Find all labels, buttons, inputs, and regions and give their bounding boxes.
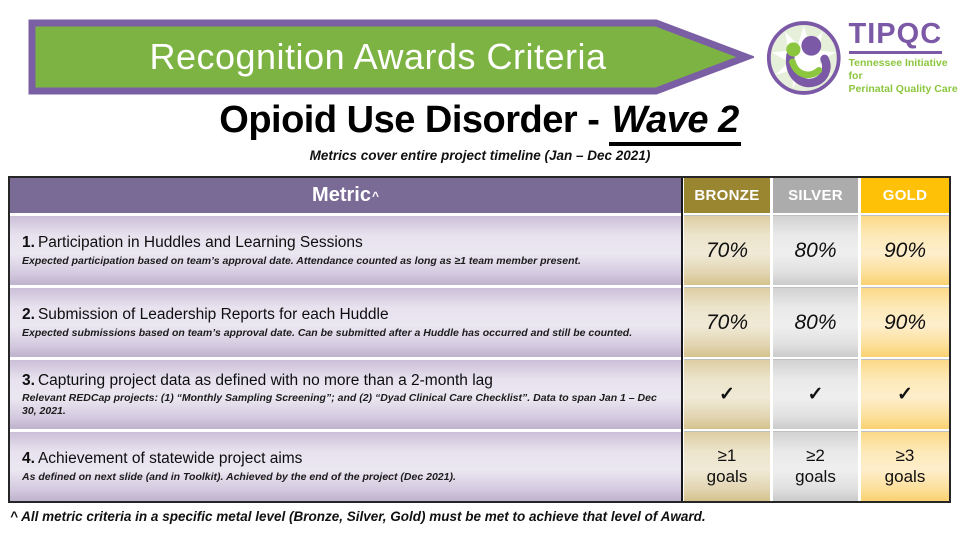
row-2-bronze-value: 70% — [684, 288, 770, 357]
column-header-bronze: BRONZE — [684, 178, 770, 213]
metric-row-1-title: 1. Participation in Huddles and Learning … — [22, 234, 363, 252]
row-4-bronze-value: ≥1 goals — [684, 432, 770, 501]
tipqc-logo-icon — [766, 21, 841, 95]
banner-arrow: Recognition Awards Criteria — [28, 16, 754, 98]
column-header-silver: SILVER — [773, 178, 858, 213]
tipqc-logo: TIPQC Tennessee Initiative for Perinatal… — [766, 12, 958, 104]
awards-table: Metric ^ BRONZE SILVER GOLD 1. Participati… — [8, 176, 951, 503]
metric-row-2-number: 2. — [22, 306, 35, 324]
page-subtitle: Metrics cover entire project timeline (J… — [309, 148, 651, 163]
row-1-bronze-value: 70% — [684, 216, 770, 285]
title-wave: Wave 2 — [609, 99, 741, 146]
metric-row-4-title: 4. Achievement of statewide project aims — [22, 450, 303, 468]
metric-row-1-number: 1. — [22, 234, 35, 252]
tipqc-tagline-line2: Perinatal Quality Care — [848, 83, 958, 96]
tipqc-tagline: Tennessee Initiative for Perinatal Quali… — [849, 57, 958, 96]
metric-header-label: Metric — [312, 184, 371, 206]
row-2-silver-value: 80% — [773, 288, 858, 357]
metric-row-2-detail: Expected submissions based on team’s app… — [22, 326, 633, 339]
row-1-gold-value: 90% — [861, 216, 949, 285]
metric-row-3: 3. Capturing project data as defined with… — [10, 360, 681, 429]
row-3-bronze-checkmark: ✓ — [684, 360, 770, 429]
tipqc-tagline-line1: Tennessee Initiative for — [848, 56, 948, 82]
banner-arrow-shape — [28, 19, 754, 95]
column-header-metric: Metric ^ — [10, 178, 681, 213]
row-1-silver-value: 80% — [773, 216, 858, 285]
banner-title: Recognition Awards Criteria — [149, 36, 607, 77]
column-header-gold: GOLD — [861, 178, 949, 213]
row-4-gold-value: ≥3 goals — [861, 432, 949, 501]
metric-row-3-detail: Relevant REDCap projects: (1) “Monthly S… — [22, 392, 657, 418]
metric-row-4-number: 4. — [22, 450, 35, 468]
metric-row-4: 4. Achievement of statewide project aims … — [10, 432, 681, 501]
metric-header-footnote-marker: ^ — [371, 188, 379, 203]
row-4-silver-value: ≥2 goals — [773, 432, 858, 501]
footnote: ^ All metric criteria in a specific meta… — [10, 509, 706, 524]
metric-row-3-title: 3. Capturing project data as defined with… — [22, 371, 493, 389]
row-2-gold-value: 90% — [861, 288, 949, 357]
page-title: Opioid Use Disorder - Wave 2 — [0, 99, 960, 146]
tipqc-logo-text: TIPQC Tennessee Initiative for Perinatal… — [848, 19, 958, 96]
metric-values-divider — [681, 178, 683, 501]
metric-row-2-title: 2. Submission of Leadership Reports for e… — [22, 306, 389, 324]
metric-row-4-detail: As defined on next slide (and in Toolkit… — [22, 470, 456, 483]
metric-row-1-detail: Expected participation based on team’s a… — [22, 254, 581, 267]
title-main: Opioid Use Disorder - — [219, 99, 610, 141]
row-3-gold-checkmark: ✓ — [861, 360, 949, 429]
row-3-silver-checkmark: ✓ — [773, 360, 858, 429]
metric-row-3-number: 3. — [22, 371, 35, 389]
metric-row-2: 2. Submission of Leadership Reports for e… — [10, 288, 681, 357]
tipqc-wordmark: TIPQC — [848, 19, 943, 54]
metric-row-1: 1. Participation in Huddles and Learning … — [10, 216, 681, 285]
